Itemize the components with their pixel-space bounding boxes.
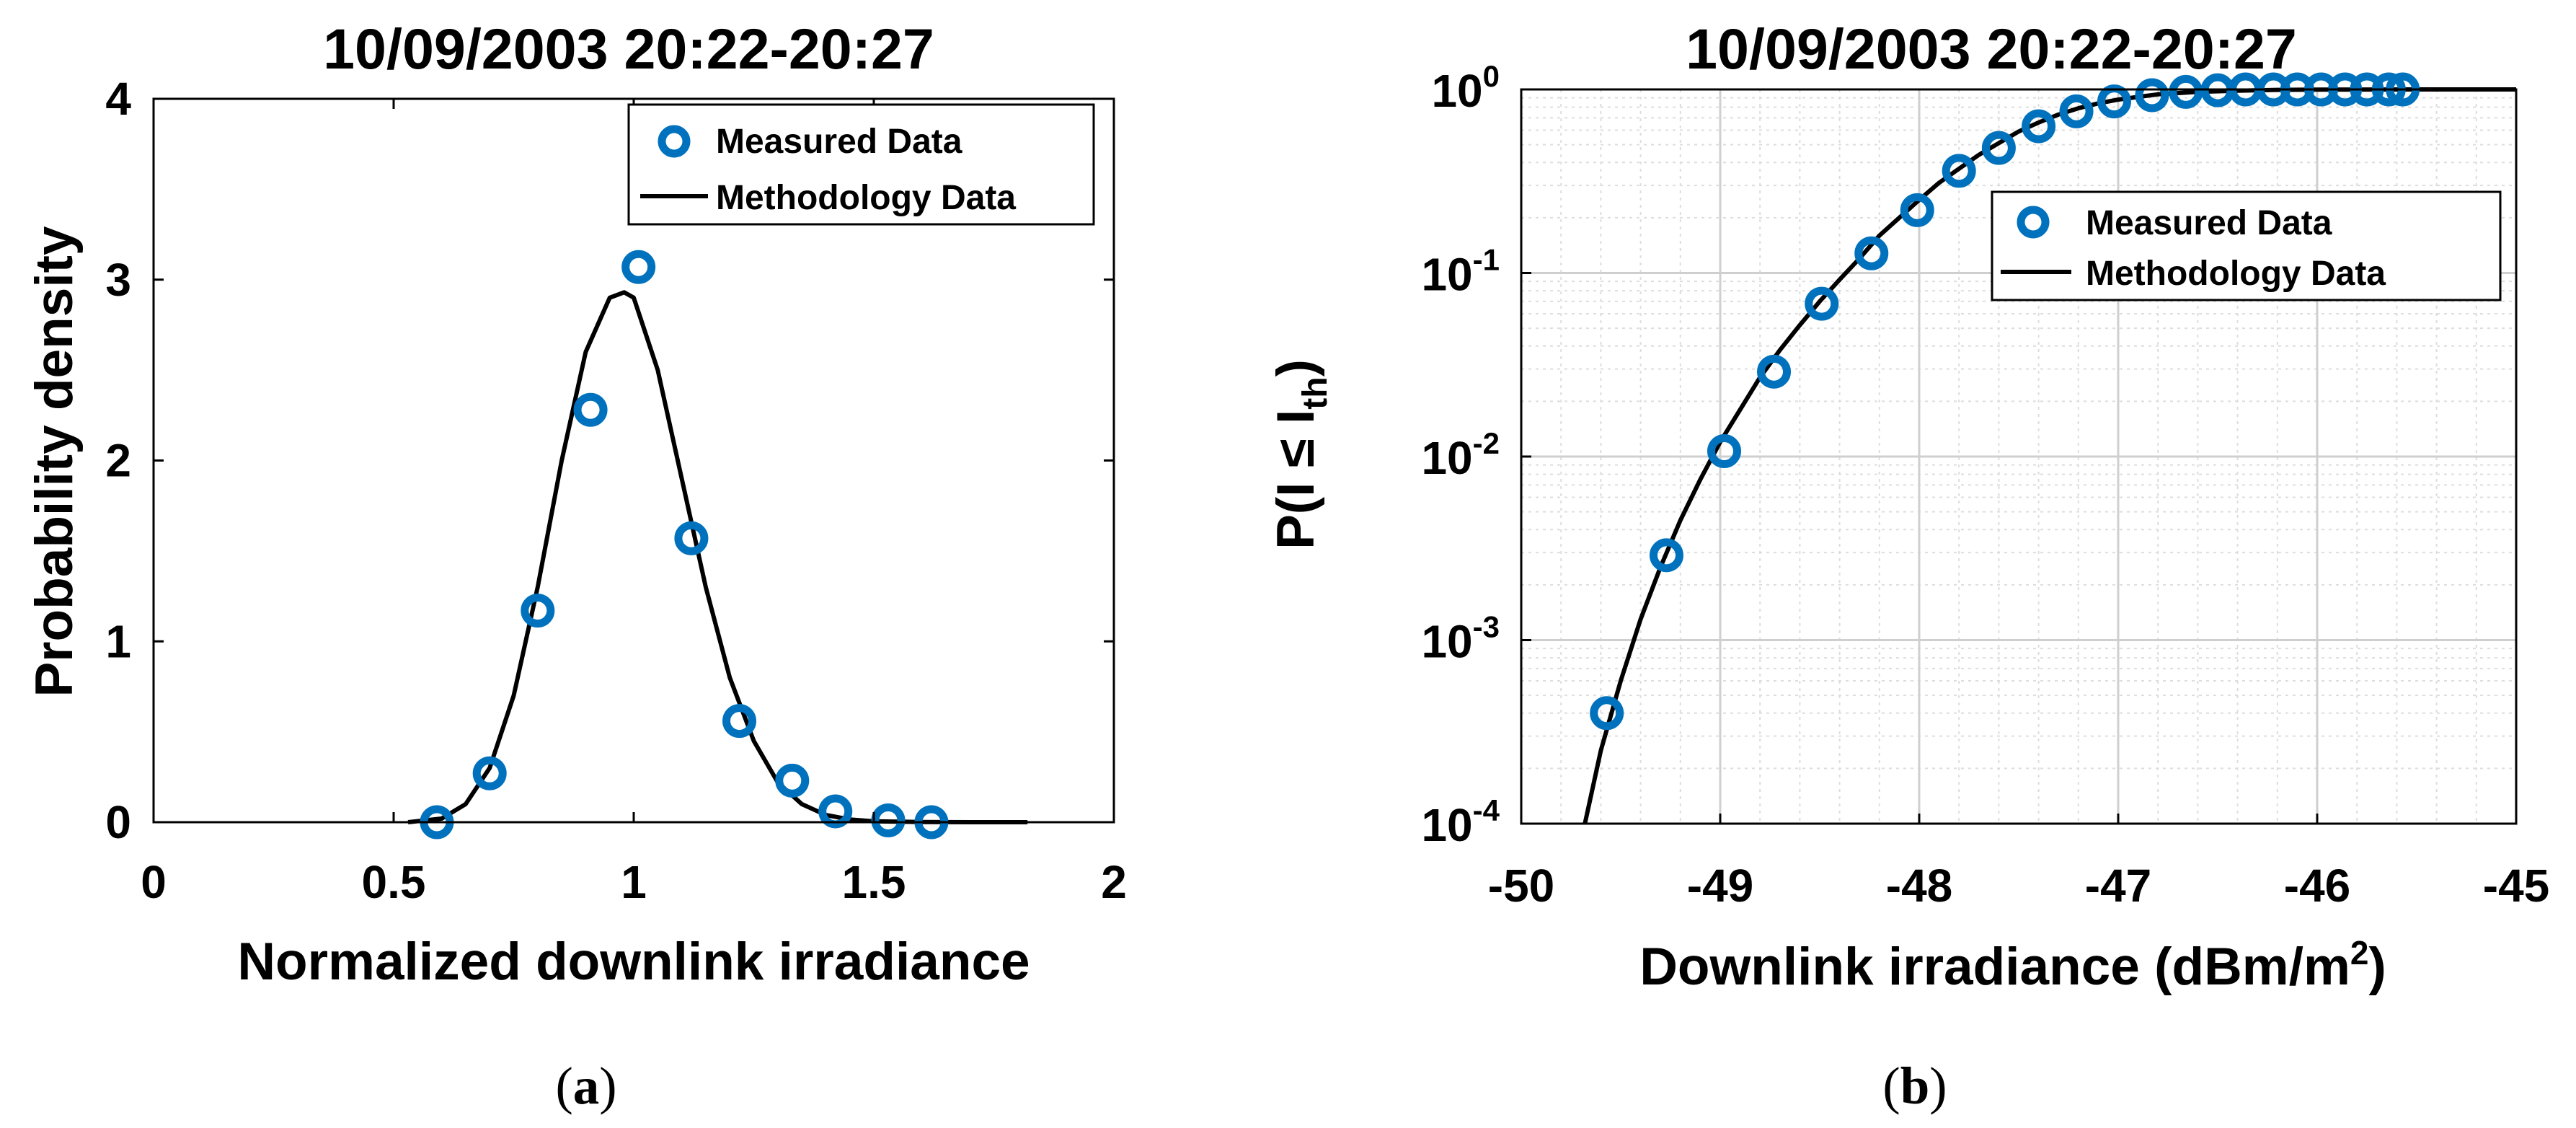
panel-b-legend-box bbox=[1991, 190, 2502, 301]
panel-b-x-axis-label: Downlink irradiance (dBm/m2) bbox=[1639, 934, 2386, 996]
panel-b-chart: 10/09/2003 20:22-20:27 -50 -49 -48 -47 -46 -4… bbox=[1267, 17, 2549, 996]
panel-b-measured-point bbox=[2135, 78, 2169, 113]
panel-b-measured-point bbox=[1707, 434, 1742, 469]
panel-b-x-tick-label: -50 bbox=[1488, 860, 1555, 912]
panel-a-measured-point bbox=[521, 594, 555, 628]
panel-a-legend-box bbox=[627, 103, 1095, 226]
panel-b-y-tick-label: 10-1 bbox=[1421, 243, 1500, 301]
panel-b-caption-letter: b bbox=[1900, 1057, 1930, 1115]
panel-b-measured-point bbox=[1590, 696, 1624, 731]
panel-b-measured-point bbox=[1649, 538, 1683, 573]
panel-a-y-tick-label: 1 bbox=[105, 615, 131, 667]
panel-b-x-axis-label-main: Downlink irradiance (dBm/m bbox=[1639, 938, 2350, 996]
panel-b-measured-point bbox=[1854, 236, 1889, 270]
panel-b-y-tick-label: 10-4 bbox=[1421, 793, 1500, 851]
panel-b-y-tick-label: 10-2 bbox=[1421, 426, 1500, 484]
panel-b-ticks bbox=[1520, 88, 2518, 825]
panel-b-y-tick-label: 10-3 bbox=[1421, 610, 1500, 668]
panel-b-y-axis-label-subscript: th bbox=[1296, 376, 1335, 409]
panel-a-x-tick-labels: 0 0.5 1 1.5 2 bbox=[141, 856, 1127, 908]
panel-a-chart: 10/09/2003 20:22-20:27 0 0.5 1 1.5 2 0 1 2 3 4 N… bbox=[25, 17, 1127, 991]
panel-b-x-tick-label: -48 bbox=[1886, 860, 1953, 912]
panel-b-measured-point bbox=[2169, 74, 2203, 109]
panel-a-measured-point bbox=[871, 803, 906, 837]
panel-a-legend-label-methodology: Methodology Data bbox=[716, 179, 1016, 217]
panel-b-y-tick-label: 100 bbox=[1431, 59, 1500, 117]
panel-a-measured-point bbox=[621, 250, 656, 284]
panel-b-legend-marker-measured bbox=[2017, 206, 2050, 239]
panel-a-title: 10/09/2003 20:22-20:27 bbox=[323, 17, 934, 81]
panel-b-measured-point bbox=[1981, 131, 2016, 165]
panel-a-y-tick-label: 3 bbox=[105, 254, 131, 306]
panel-a-measured-points bbox=[420, 250, 949, 840]
panel-b-x-tick-label: -46 bbox=[2284, 860, 2351, 912]
panel-b-x-axis-label-superscript: 2 bbox=[2350, 934, 2369, 971]
panel-b-y-tick-labels: 10-4 10-3 10-2 10-1 100 bbox=[1421, 59, 1500, 851]
panel-a-measured-point bbox=[775, 763, 810, 798]
panel-a-y-tick-label: 4 bbox=[105, 73, 131, 125]
panel-b-title: 10/09/2003 20:22-20:27 bbox=[1686, 17, 2297, 81]
panel-b-measured-point bbox=[1900, 193, 1934, 227]
panel-a-measured-point bbox=[674, 521, 709, 555]
panel-b-y-axis-label-close: ) bbox=[1267, 359, 1325, 376]
panel-a-caption-letter: a bbox=[573, 1057, 600, 1115]
panel-a-x-tick-label: 0.5 bbox=[362, 856, 426, 908]
panel-a-y-tick-labels: 0 1 2 3 4 bbox=[105, 73, 131, 848]
panel-a-y-tick-label: 0 bbox=[105, 796, 131, 848]
panel-b-measured-point bbox=[1805, 286, 1839, 321]
panel-a-y-axis-label: Probability density bbox=[25, 226, 84, 697]
panel-b-measured-point bbox=[1942, 154, 1976, 188]
panel-b-measured-point bbox=[1757, 354, 1792, 389]
panel-b-legend: Measured Data Methodology Data bbox=[1991, 190, 2502, 301]
panel-b-legend-label-methodology: Methodology Data bbox=[2086, 255, 2386, 293]
panel-a-x-tick-label: 1 bbox=[621, 856, 647, 908]
panel-b-x-tick-label: -47 bbox=[2085, 860, 2152, 912]
panel-b-x-tick-label: -45 bbox=[2483, 860, 2550, 912]
panel-a-legend-marker-measured bbox=[658, 125, 691, 158]
panel-b-caption: (b) bbox=[1882, 1057, 1947, 1115]
panel-a-measured-point bbox=[573, 392, 608, 427]
panel-b-measured-point bbox=[2059, 94, 2094, 128]
panel-a-x-tick-label: 2 bbox=[1101, 856, 1127, 908]
panel-b-x-axis-label-close: ) bbox=[2368, 938, 2386, 996]
panel-a-x-axis-label: Normalized downlink irradiance bbox=[237, 933, 1030, 991]
panel-b-x-tick-labels: -50 -49 -48 -47 -46 -45 bbox=[1488, 860, 2550, 912]
panel-a-caption: (a) bbox=[555, 1057, 616, 1115]
panel-a-methodology-curve bbox=[407, 290, 1028, 824]
panel-b-x-tick-label: -49 bbox=[1687, 860, 1754, 912]
panel-b-y-axis-label: P(I ≤ Ith) bbox=[1267, 359, 1335, 550]
panel-a-legend-label-measured: Measured Data bbox=[716, 123, 962, 161]
panel-a-legend: Measured Data Methodology Data bbox=[627, 103, 1095, 226]
panel-a-x-tick-label: 1.5 bbox=[842, 856, 906, 908]
panel-a-measured-point bbox=[472, 756, 507, 790]
panel-a-measured-point bbox=[818, 794, 853, 829]
panel-a-methodology-line bbox=[407, 290, 1028, 824]
panel-b-measured-point bbox=[2022, 109, 2056, 144]
panel-b-legend-label-measured: Measured Data bbox=[2086, 204, 2332, 242]
panel-a-y-tick-label: 2 bbox=[105, 435, 131, 487]
panel-a-x-tick-label: 0 bbox=[141, 856, 167, 908]
panel-a-measured-point bbox=[722, 704, 757, 739]
panel-b-y-axis-label-main: P(I ≤ I bbox=[1267, 410, 1325, 550]
